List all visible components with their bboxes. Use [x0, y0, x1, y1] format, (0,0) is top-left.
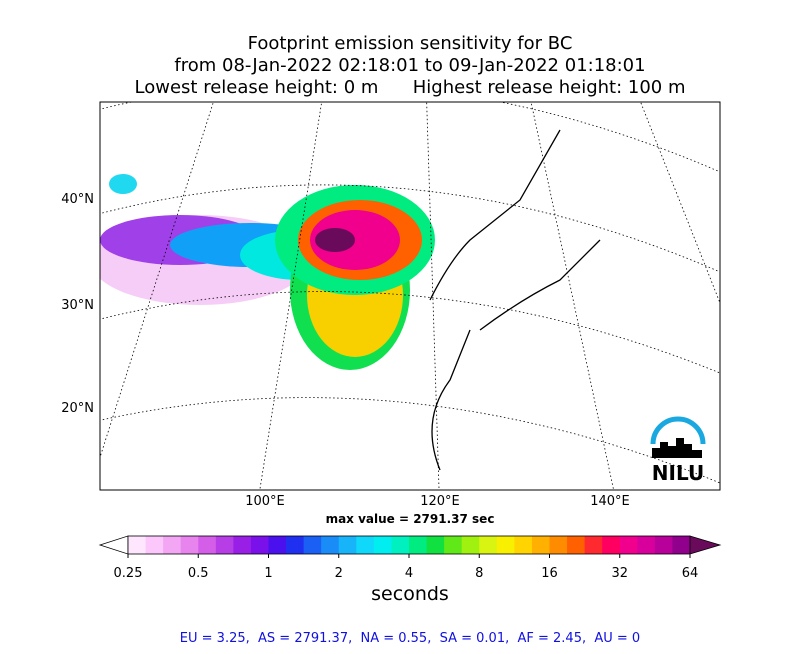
colorbar-end	[98, 535, 129, 555]
colorbar-tick-label: 64	[682, 566, 699, 581]
colorbar-cell	[602, 536, 621, 554]
coastline	[429, 129, 601, 471]
colorbar-cell	[128, 536, 147, 554]
colorbar-cell	[549, 536, 568, 554]
colorbar-cell	[233, 536, 252, 554]
logo: NILU	[650, 416, 706, 485]
colorbar-label: seconds	[371, 583, 449, 605]
footprint	[100, 174, 435, 370]
colorbar-cell	[356, 536, 375, 554]
colorbar-cell	[444, 536, 463, 554]
colorbar-cell	[180, 536, 199, 554]
colorbar-cell	[303, 536, 322, 554]
max-note: max value = 2791.37 sec	[326, 512, 495, 526]
colorbar-tick-label: 32	[611, 566, 628, 581]
colorbar-cell	[286, 536, 305, 554]
colorbar-cell	[163, 536, 182, 554]
colorbar-cell	[619, 536, 638, 554]
graticule	[100, 102, 720, 490]
colorbar-cell	[672, 536, 691, 554]
colorbar-cell	[479, 536, 498, 554]
colorbar-cell	[514, 536, 533, 554]
colorbar-cell	[268, 536, 287, 554]
lon-label: 100°E	[245, 494, 285, 509]
colorbar-cell	[461, 536, 480, 554]
colorbar-tick-label: 0.25	[114, 566, 143, 581]
colorbar-cell	[409, 536, 428, 554]
colorbar-cell	[391, 536, 410, 554]
colorbar-cell	[373, 536, 392, 554]
colorbar: 0.25 0.5 1 2 4 8 16 32 64	[98, 535, 722, 581]
logo-text: NILU	[652, 461, 704, 485]
lat-label: 40°N	[61, 192, 94, 207]
lat-label: 20°N	[61, 401, 94, 416]
colorbar-cell	[145, 536, 164, 554]
summary: EU = 3.25, AS = 2791.37, NA = 0.55, SA =…	[180, 631, 640, 646]
map-frame	[99, 101, 721, 491]
title-line: Footprint emission sensitivity for BC	[248, 33, 573, 54]
colorbar-end	[689, 535, 722, 555]
colorbar-tick-label: 8	[475, 566, 483, 581]
lon-label: 140°E	[590, 494, 630, 509]
title-line: from 08-Jan-2022 02:18:01 to 09-Jan-2022…	[174, 55, 645, 76]
colorbar-cell	[567, 536, 586, 554]
map-area	[100, 102, 720, 490]
colorbar-tick-label: 16	[541, 566, 558, 581]
colorbar-cell	[321, 536, 340, 554]
colorbar-cell	[198, 536, 217, 554]
colorbar-tick-label: 0.5	[188, 566, 209, 581]
colorbar-cell	[338, 536, 357, 554]
colorbar-cell	[531, 536, 550, 554]
colorbar-cell	[250, 536, 269, 554]
colorbar-tick-label: 1	[264, 566, 272, 581]
colorbar-cell	[426, 536, 445, 554]
title-line: Lowest release height: 0 m Highest relea…	[135, 77, 686, 98]
colorbar-cell	[637, 536, 656, 554]
colorbar-cell	[584, 536, 603, 554]
colorbar-tick-label: 2	[335, 566, 343, 581]
colorbar-cell	[654, 536, 673, 554]
lat-label: 30°N	[61, 298, 94, 313]
lon-label: 120°E	[420, 494, 460, 509]
colorbar-tick-label: 4	[405, 566, 413, 581]
colorbar-cell	[496, 536, 515, 554]
colorbar-cell	[215, 536, 234, 554]
